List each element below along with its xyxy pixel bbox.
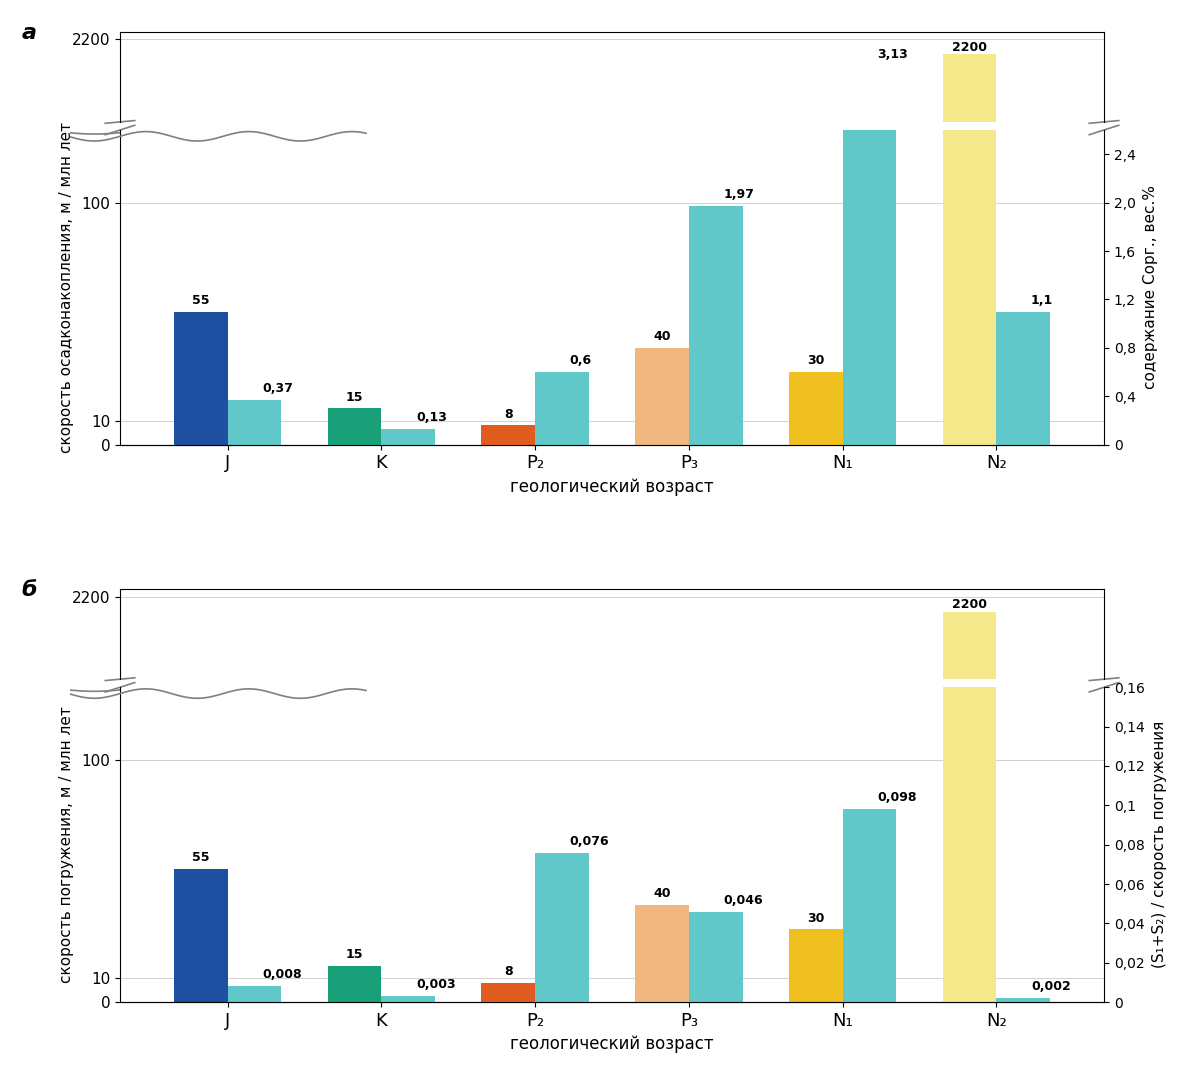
- Bar: [942, 688, 996, 1002]
- Text: 8: 8: [504, 965, 512, 978]
- Bar: [382, 429, 436, 445]
- Text: 40: 40: [653, 330, 671, 343]
- Text: 1,97: 1,97: [724, 189, 755, 201]
- Y-axis label: скорость осадконакопления, м / млн лет: скорость осадконакопления, м / млн лет: [60, 122, 74, 453]
- Text: 0,13: 0,13: [416, 411, 446, 424]
- Bar: [328, 966, 382, 1002]
- Bar: [942, 54, 996, 122]
- Text: 3,13: 3,13: [877, 48, 908, 61]
- X-axis label: геологический возраст: геологический возраст: [510, 478, 714, 496]
- Text: 0,098: 0,098: [877, 791, 917, 805]
- Bar: [842, 809, 896, 1002]
- Text: 1,1: 1,1: [1031, 294, 1054, 307]
- Text: 8: 8: [504, 407, 512, 421]
- Text: 0,37: 0,37: [263, 382, 293, 395]
- Text: 55: 55: [192, 294, 210, 307]
- Text: 15: 15: [346, 948, 364, 960]
- Text: 2200: 2200: [952, 598, 986, 611]
- Text: 0,6: 0,6: [570, 354, 592, 368]
- Bar: [535, 853, 589, 1002]
- Text: 0,003: 0,003: [416, 979, 456, 991]
- Text: 40: 40: [653, 887, 671, 901]
- Y-axis label: скорость погружения, м / млн лет: скорость погружения, м / млн лет: [60, 706, 74, 983]
- Bar: [481, 983, 535, 1002]
- Bar: [942, 130, 996, 445]
- Text: 0,076: 0,076: [570, 835, 610, 847]
- Bar: [328, 408, 382, 445]
- Y-axis label: (S₁+S₂) / скорость погружения: (S₁+S₂) / скорость погружения: [1152, 721, 1166, 968]
- Bar: [689, 207, 743, 445]
- Text: 30: 30: [808, 354, 824, 368]
- Bar: [842, 66, 896, 445]
- Bar: [635, 905, 689, 1002]
- Bar: [228, 986, 282, 1002]
- Bar: [635, 348, 689, 445]
- Bar: [535, 372, 589, 445]
- Bar: [996, 998, 1050, 1002]
- Text: 15: 15: [346, 390, 364, 404]
- X-axis label: геологический возраст: геологический возраст: [510, 1035, 714, 1053]
- Text: 0,046: 0,046: [724, 893, 763, 907]
- Bar: [996, 311, 1050, 445]
- Y-axis label: содержание Cорг., вес.%: содержание Cорг., вес.%: [1142, 185, 1158, 389]
- Text: а: а: [22, 23, 36, 43]
- Text: 0,002: 0,002: [1031, 981, 1070, 994]
- Text: 30: 30: [808, 911, 824, 924]
- Bar: [174, 311, 228, 445]
- Bar: [942, 612, 996, 679]
- Bar: [174, 869, 228, 1002]
- Text: б: б: [22, 580, 37, 600]
- Bar: [788, 930, 842, 1002]
- Text: 0,008: 0,008: [263, 968, 302, 982]
- Text: 2200: 2200: [952, 41, 986, 53]
- Bar: [382, 996, 436, 1002]
- Bar: [228, 400, 282, 445]
- Text: 55: 55: [192, 851, 210, 865]
- Bar: [481, 425, 535, 445]
- Bar: [689, 911, 743, 1002]
- Bar: [788, 372, 842, 445]
